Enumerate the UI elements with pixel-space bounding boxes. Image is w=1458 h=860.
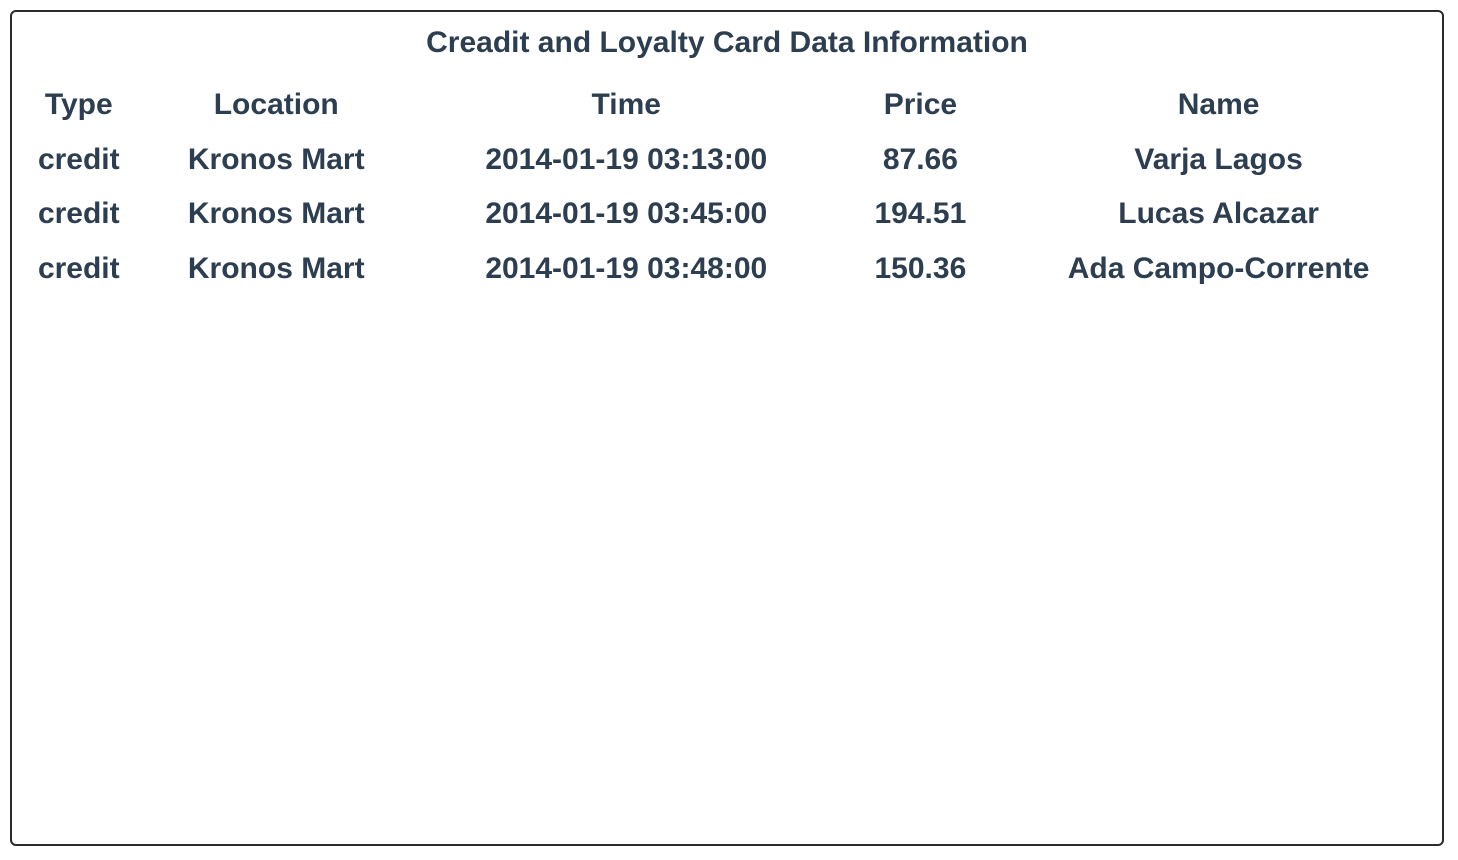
cell-name: Lucas Alcazar [1118,197,1319,231]
table-row[interactable]: credit Kronos Mart 2014-01-19 03:48:00 1… [12,242,1442,297]
cell-name: Ada Campo-Corrente [1067,251,1370,285]
cell-time: 2014-01-19 03:48:00 [485,251,768,285]
cell-location: Kronos Mart [187,197,365,231]
cell-price: 194.51 [874,197,967,231]
cell-price: 87.66 [882,142,958,176]
cell-time: 2014-01-19 03:45:00 [485,197,768,231]
table-row[interactable]: credit Kronos Mart 2014-01-19 03:45:00 1… [12,187,1442,242]
cell-type: credit [37,197,120,231]
cell-type: credit [37,142,120,176]
cell-location: Kronos Mart [187,251,365,285]
cell-type: credit [37,251,120,285]
column-header-location[interactable]: Location [213,88,339,122]
cell-time: 2014-01-19 03:13:00 [485,142,768,176]
table-header-row: Type Location Time Price Name [12,78,1442,133]
cell-location: Kronos Mart [187,142,365,176]
cell-name: Varja Lagos [1134,142,1303,176]
column-header-type[interactable]: Type [44,88,113,122]
column-header-name[interactable]: Name [1177,88,1260,122]
table-row[interactable]: credit Kronos Mart 2014-01-19 03:13:00 8… [12,133,1442,188]
cell-price: 150.36 [874,251,967,285]
card-data-panel: Creadit and Loyalty Card Data Informatio… [10,10,1444,846]
column-header-time[interactable]: Time [591,88,661,122]
column-header-price[interactable]: Price [883,88,958,122]
panel-title: Creadit and Loyalty Card Data Informatio… [426,26,1028,59]
card-data-table: Type Location Time Price Name credit Kro… [12,78,1442,296]
